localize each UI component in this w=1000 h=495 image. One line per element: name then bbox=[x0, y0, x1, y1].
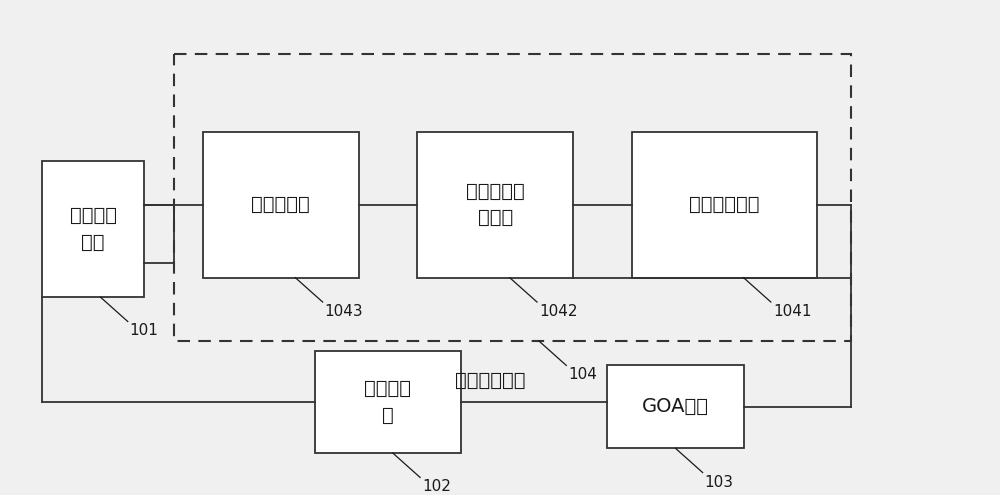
FancyBboxPatch shape bbox=[42, 161, 144, 297]
Text: 电流侦测电路: 电流侦测电路 bbox=[455, 370, 526, 390]
Text: 电流侦测模块: 电流侦测模块 bbox=[689, 195, 759, 214]
Text: 1043: 1043 bbox=[325, 304, 363, 319]
FancyBboxPatch shape bbox=[607, 365, 744, 448]
FancyBboxPatch shape bbox=[632, 132, 817, 278]
Text: 电平转换
器: 电平转换 器 bbox=[364, 379, 411, 425]
FancyBboxPatch shape bbox=[203, 132, 359, 278]
Text: 101: 101 bbox=[130, 324, 159, 339]
Text: 104: 104 bbox=[568, 367, 597, 382]
Text: 1041: 1041 bbox=[773, 304, 811, 319]
FancyBboxPatch shape bbox=[417, 132, 573, 278]
Text: 1042: 1042 bbox=[539, 304, 577, 319]
Text: 电流到电压
转换器: 电流到电压 转换器 bbox=[466, 182, 525, 227]
Text: 电源管理
芯片: 电源管理 芯片 bbox=[70, 206, 117, 252]
Text: 102: 102 bbox=[422, 479, 451, 495]
FancyBboxPatch shape bbox=[315, 351, 461, 453]
Text: 电压比较器: 电压比较器 bbox=[251, 195, 310, 214]
Text: 103: 103 bbox=[705, 475, 734, 490]
Text: GOA线路: GOA线路 bbox=[642, 397, 709, 416]
